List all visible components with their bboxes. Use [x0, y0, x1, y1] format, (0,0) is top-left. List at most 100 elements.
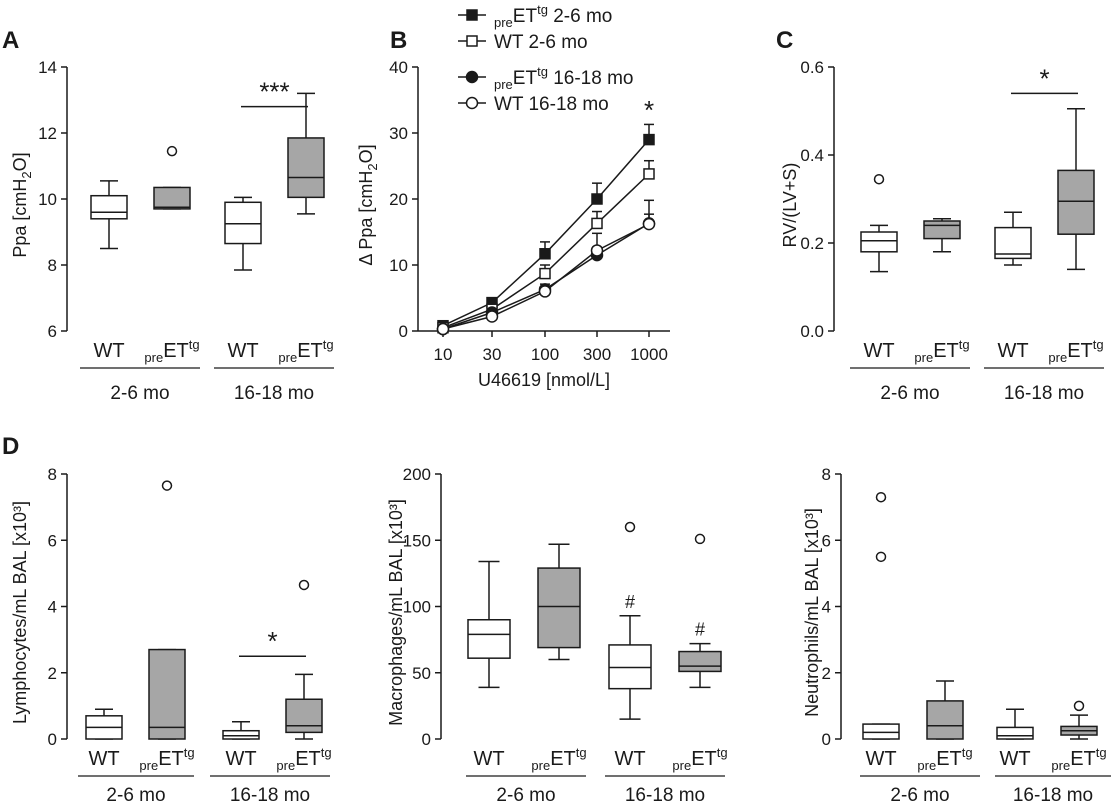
y-tick-label: 0 [422, 730, 431, 749]
box-iqr [224, 201, 262, 245]
panel-D-5: 0 2 4 6 8 Neutrophils/mL BAL [x10³] WT preETtg W… [802, 465, 1111, 806]
category-label: preETtg [1048, 337, 1103, 365]
panel-letter: A [2, 27, 19, 54]
y-tick-label: 0.6 [800, 58, 824, 77]
box-iqr [862, 723, 900, 740]
legend-label: WT 16-18 mo [494, 94, 609, 115]
y-tick-label: 8 [48, 465, 57, 484]
data-point [436, 322, 450, 336]
category-label: WT [225, 748, 256, 770]
y-axis-title: Ppa [cmH2O] [10, 152, 34, 257]
box-iqr [287, 137, 325, 199]
category-label: WT [999, 748, 1030, 770]
box-iqr [148, 648, 186, 740]
y-tick-label: 8 [48, 256, 57, 275]
category-label: WT [997, 340, 1028, 362]
box-iqr [996, 726, 1034, 740]
category-label: WT [93, 340, 124, 362]
significance-label: * [1039, 63, 1049, 93]
category-label: preETtg [672, 745, 727, 773]
y-tick-label: 0 [48, 730, 57, 749]
group-label: 16-18 mo [625, 785, 705, 806]
y-tick-label: 10 [389, 256, 408, 275]
legend-marker [466, 9, 478, 21]
group-label: 16-18 mo [1013, 785, 1093, 806]
category-label: preETtg [278, 337, 333, 365]
y-tick-label: 12 [38, 124, 57, 143]
data-point [485, 310, 499, 323]
data-point [538, 285, 552, 298]
data-point [591, 217, 603, 230]
x-axis-title: U46619 [nmol/L] [478, 370, 610, 390]
group-label: 2-6 mo [890, 785, 949, 806]
x-tick-label: 300 [583, 345, 611, 364]
y-tick-label: 20 [389, 190, 408, 209]
category-label: WT [227, 340, 258, 362]
data-point [539, 267, 551, 280]
significance-label: * [267, 626, 277, 656]
group-label: 2-6 mo [106, 785, 165, 806]
group-label: 2-6 mo [110, 383, 169, 404]
box-iqr [467, 619, 511, 659]
panel-C-2: C 0.0 0.2 0.4 0.6 RV/(LV+S) WT preETtg WT preETtg… [776, 27, 1104, 404]
category-label: preETtg [276, 745, 331, 773]
panel-letter: C [776, 27, 793, 54]
group-label: 16-18 mo [230, 785, 310, 806]
category-label: preETtg [917, 745, 972, 773]
outlier-point [624, 521, 636, 533]
y-axis-title: Lymphocytes/mL BAL [x10³] [10, 501, 30, 724]
box-iqr [860, 231, 898, 253]
category-label: WT [863, 340, 894, 362]
panel-D-4: 0 50 100 150 200 Macrophages/mL BAL [x10³] WT p… [386, 465, 728, 806]
series-0 [437, 123, 655, 332]
data-point [643, 168, 655, 180]
box-iqr [222, 729, 260, 740]
box-iqr [926, 700, 964, 740]
category-label: WT [88, 748, 119, 770]
y-tick-label: 100 [403, 598, 431, 617]
y-axis-title: Neutrophils/mL BAL [x10³] [802, 508, 822, 717]
y-tick-label: 6 [48, 322, 57, 341]
outlier-point [875, 491, 887, 503]
data-point [642, 217, 656, 231]
x-tick-label: 1000 [630, 345, 668, 364]
outlier-point [166, 145, 178, 157]
x-tick-label: 10 [434, 345, 453, 364]
box-iqr [285, 698, 323, 734]
significance-label: *** [259, 77, 289, 107]
group-label: 16-18 mo [1004, 383, 1084, 404]
box-iqr [537, 567, 581, 649]
category-label: WT [473, 748, 504, 770]
y-tick-label: 6 [822, 531, 831, 550]
y-tick-label: 4 [48, 598, 57, 617]
series-2 [436, 199, 656, 336]
category-label: preETtg [914, 337, 969, 365]
y-tick-label: 2 [48, 664, 57, 683]
category-label: WT [614, 748, 645, 770]
y-tick-label: 0 [822, 730, 831, 749]
category-label: preETtg [144, 337, 199, 365]
category-label: preETtg [139, 745, 194, 773]
outlier-point [161, 480, 173, 491]
outlier-point [298, 579, 310, 591]
group-label: 2-6 mo [880, 383, 939, 404]
panel-A-0: A 6 8 10 12 14 Ppa [cmH2O] WT preETtg WT preETtg 2-… [2, 27, 334, 404]
outlier-point [873, 173, 885, 185]
legend-marker [465, 70, 479, 84]
y-axis-title: RV/(LV+S) [780, 163, 800, 248]
y-tick-label: 0.2 [800, 234, 824, 253]
legend-marker [465, 96, 479, 110]
series-1 [437, 159, 655, 334]
panel-B-1: B 0 10 20 30 40 Δ Ppa [cmH2O] 10 30 100 300 1000 U46… [356, 2, 670, 390]
panel-letter: B [390, 27, 407, 54]
x-tick-label: 100 [531, 345, 559, 364]
y-tick-label: 4 [822, 598, 831, 617]
y-tick-label: 0.4 [800, 146, 824, 165]
legend-label: WT 2-6 mo [494, 32, 588, 53]
y-tick-label: 8 [822, 465, 831, 484]
series-line [442, 139, 650, 327]
box-iqr [1057, 169, 1095, 235]
y-tick-label: 0.0 [800, 322, 824, 341]
box-iqr [923, 220, 961, 240]
